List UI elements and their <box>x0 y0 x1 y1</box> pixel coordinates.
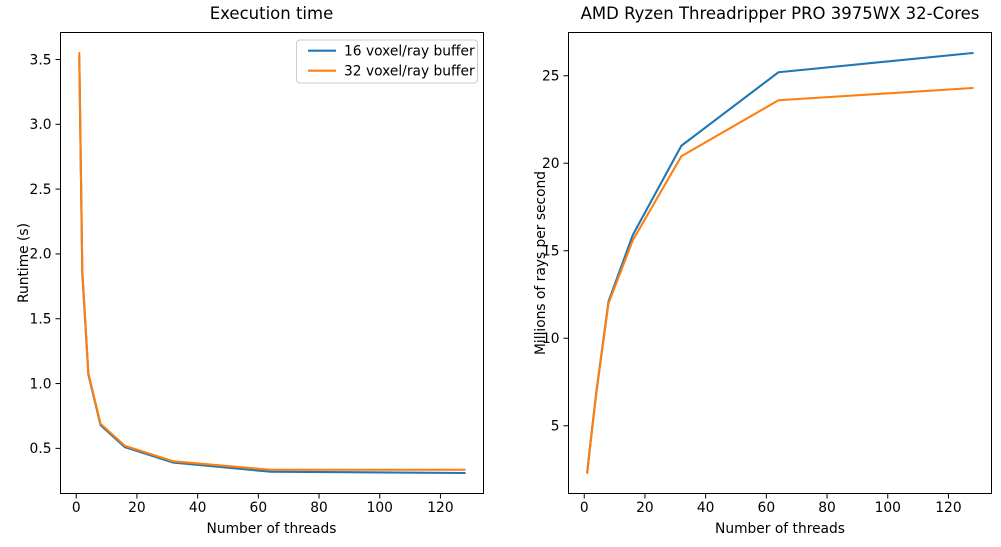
y-tick-label: 3.5 <box>29 52 51 68</box>
x-tick-label: 80 <box>818 500 836 516</box>
right-y-axis-label: Millions of rays per second <box>533 170 549 356</box>
y-tick-label: 5 <box>551 419 560 435</box>
axes-frame <box>59 32 484 494</box>
left-y-axis-label: Runtime (s) <box>15 223 32 303</box>
y-tick-label: 10 <box>542 331 560 347</box>
y-tick-label: 15 <box>542 244 560 260</box>
y-tick-label: 3.0 <box>29 117 51 133</box>
x-tick-label: 0 <box>71 500 80 516</box>
execution-time-chart: Execution time Runtime (s) Number of thr… <box>16 4 484 537</box>
y-tick-label: 20 <box>542 156 560 172</box>
y-tick-label: 0.5 <box>29 441 51 457</box>
y-tick-label: 25 <box>542 69 560 85</box>
x-tick-label: 60 <box>758 500 776 516</box>
x-tick-label: 40 <box>697 500 715 516</box>
y-tick-label: 2.0 <box>29 247 51 263</box>
left-x-axis-label: Number of threads <box>206 521 337 537</box>
right-x-axis-label: Number of threads <box>715 521 845 537</box>
x-tick-label: 100 <box>366 500 392 516</box>
x-tick-label: 60 <box>249 500 267 516</box>
series-line-32-voxel <box>77 51 466 471</box>
left-plot-area: 0 20 40 60 80 100 120 0.5 1.0 1.5 2.0 2.5 3.0 3.5 16 v… <box>29 32 484 516</box>
x-tick-label: 120 <box>427 500 453 516</box>
rays-per-second-chart: AMD Ryzen Threadripper PRO 3975WX 32-Cor… <box>533 4 992 537</box>
x-tick-label: 0 <box>580 500 589 516</box>
legend-entry-label: 16 voxel/ray buffer <box>344 44 475 60</box>
y-tick-label: 1.0 <box>29 376 51 392</box>
x-tick-label: 40 <box>188 500 206 516</box>
x-tick-label: 20 <box>636 500 654 516</box>
x-tick-label: 120 <box>935 500 961 516</box>
x-tick-label: 20 <box>128 500 146 516</box>
axes-frame <box>568 32 992 494</box>
series-line-16-voxel <box>77 55 466 475</box>
legend-box <box>295 39 478 84</box>
series-line-16-voxel <box>586 51 974 474</box>
legend-entry-label: 32 voxel/ray buffer <box>344 64 475 80</box>
y-tick-label: 1.5 <box>29 312 51 328</box>
series-line-32-voxel <box>586 86 974 475</box>
right-plot-area: 0 20 40 60 80 100 120 5 10 15 20 25 <box>542 32 992 516</box>
x-tick-label: 100 <box>875 500 901 516</box>
y-tick-label: 2.5 <box>29 182 51 198</box>
left-chart-title: Execution time <box>209 4 334 23</box>
x-tick-label: 80 <box>310 500 328 516</box>
right-chart-title: AMD Ryzen Threadripper PRO 3975WX 32-Cor… <box>580 4 980 23</box>
